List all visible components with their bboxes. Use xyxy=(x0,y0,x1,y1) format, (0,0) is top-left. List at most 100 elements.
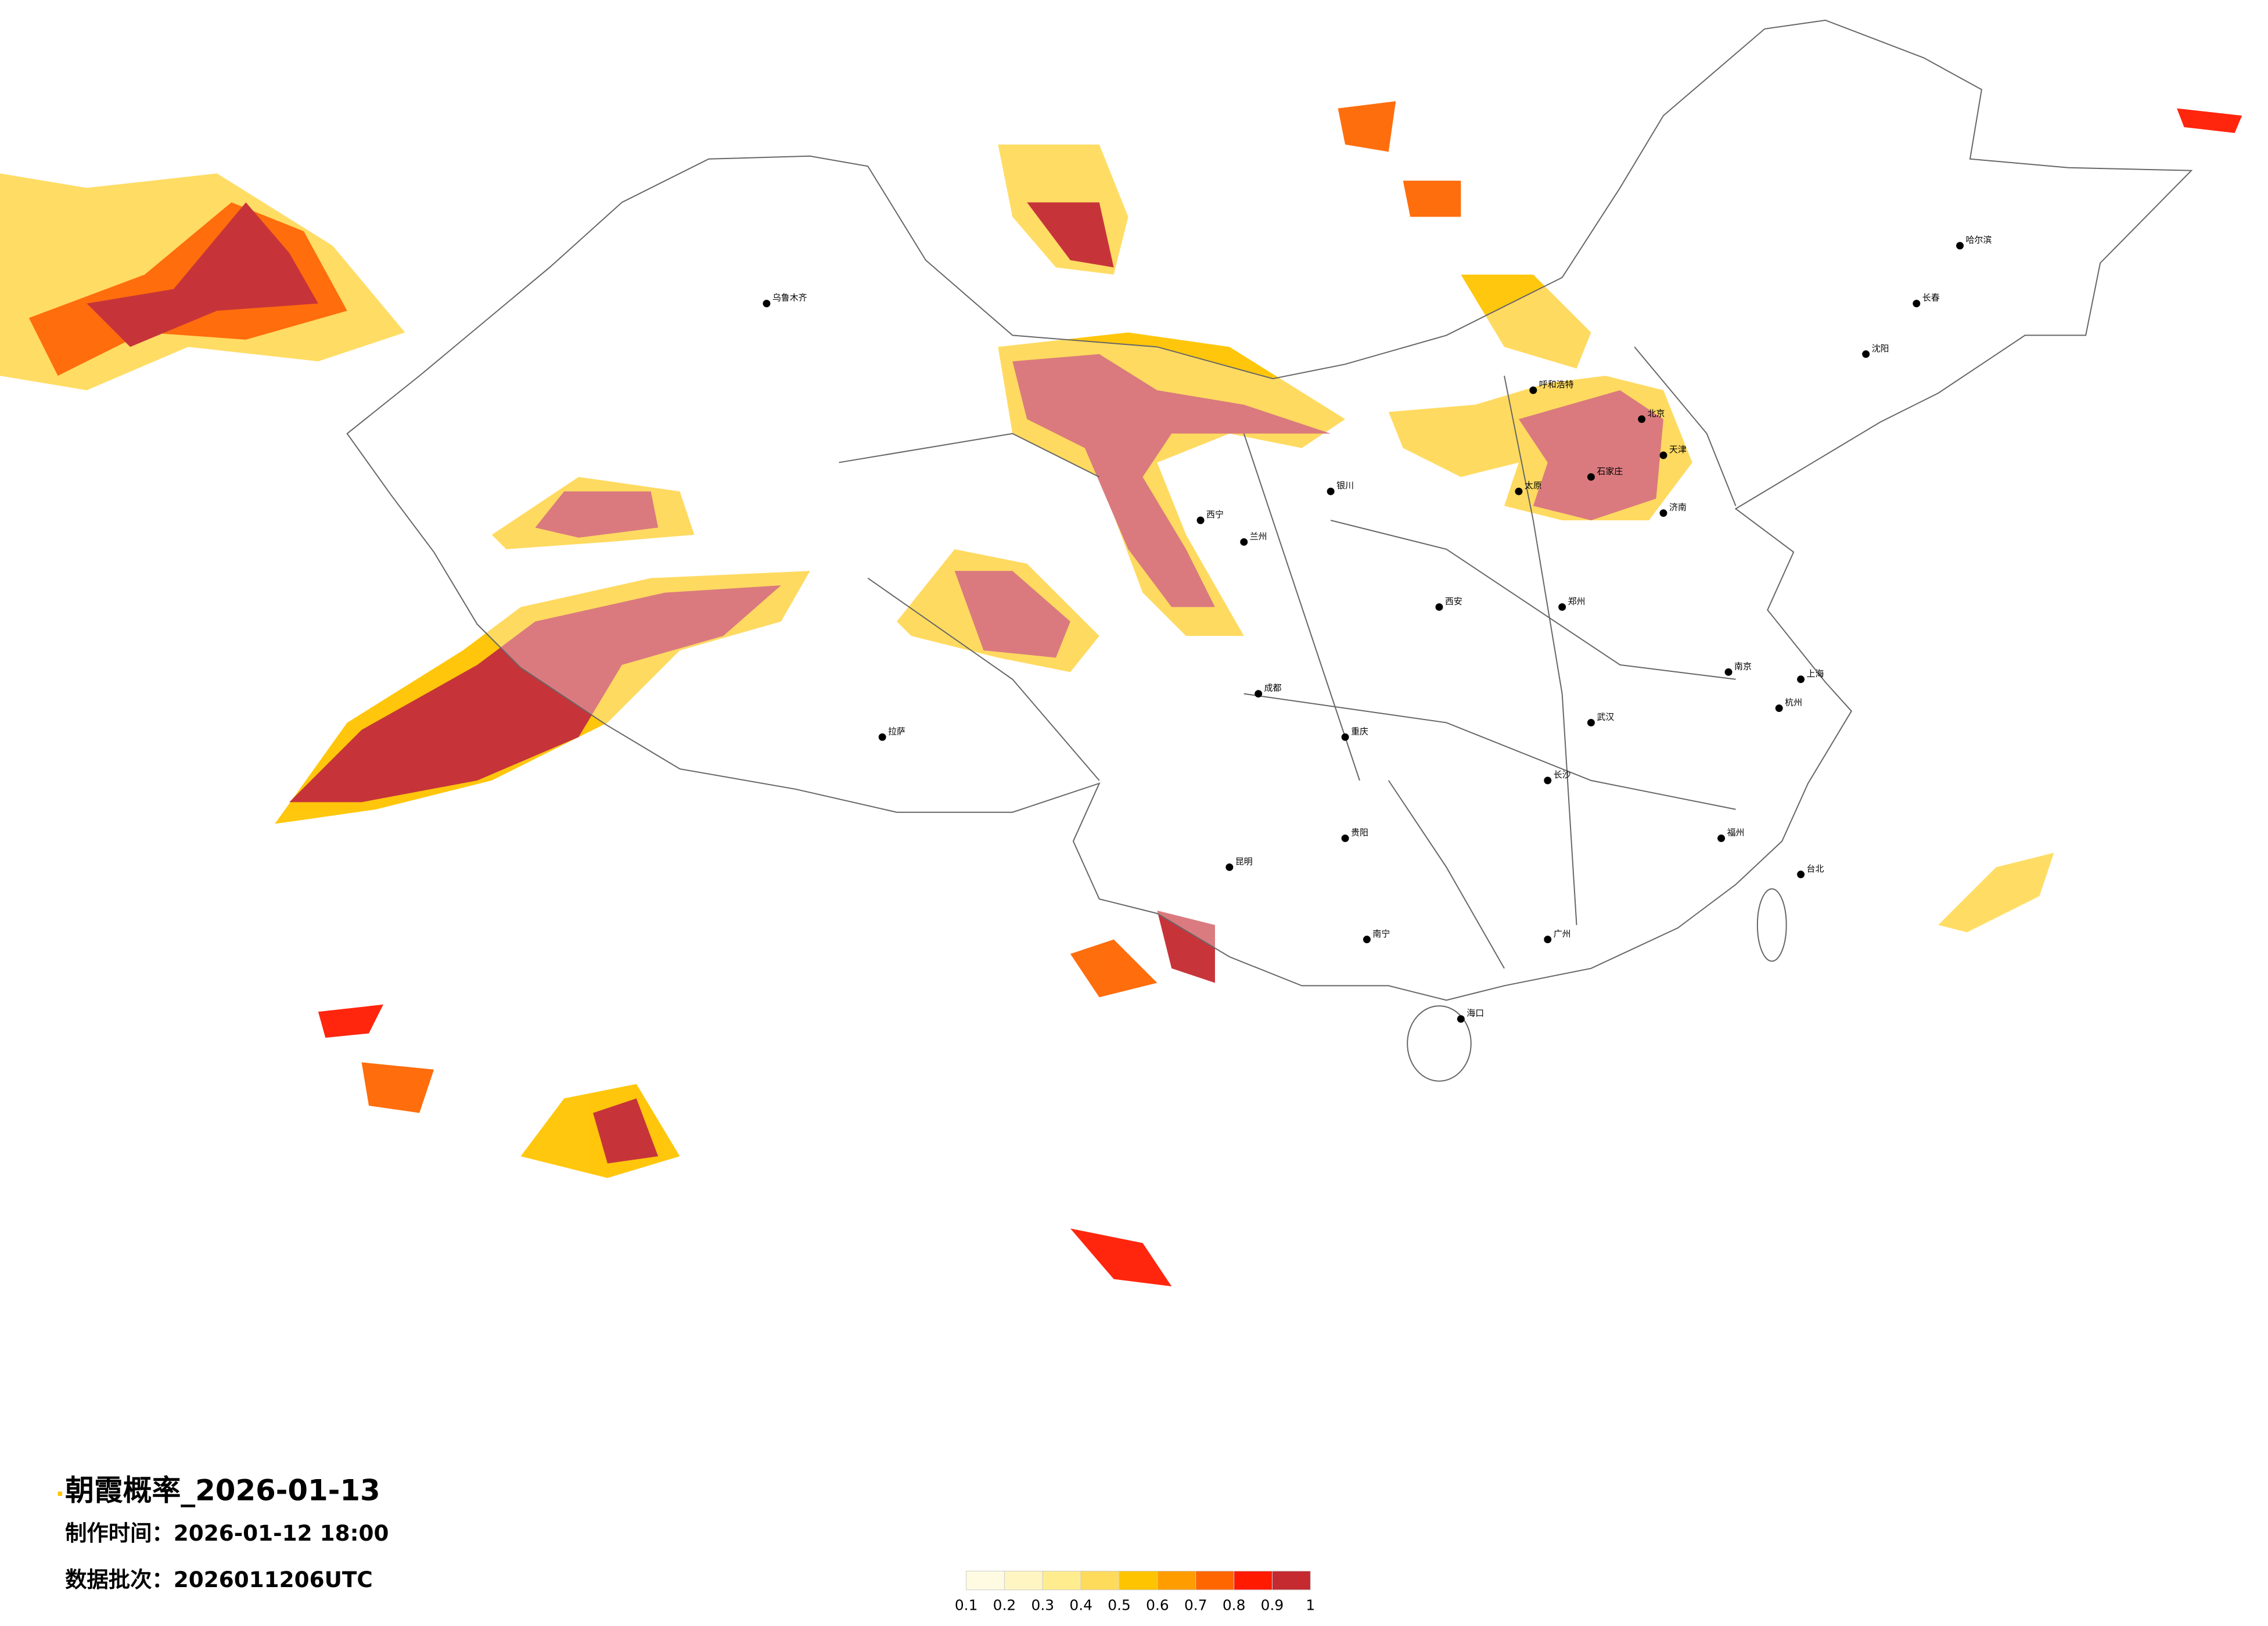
city-label: 昆明 xyxy=(1235,856,1253,866)
city-label: 呼和浩特 xyxy=(1539,379,1574,390)
city-label: 台北 xyxy=(1807,864,1824,874)
city-label: 南宁 xyxy=(1372,929,1390,939)
city-label: 银川 xyxy=(1336,480,1354,491)
title: 朝霞概率_2026-01-13 xyxy=(65,1473,380,1507)
city-label: 兰州 xyxy=(1250,531,1267,541)
prob-area xyxy=(1070,939,1158,998)
legend-tick-label: 0.5 xyxy=(1108,1597,1131,1614)
city-label: 武汉 xyxy=(1597,711,1614,722)
city-label: 乌鲁木齐 xyxy=(772,293,807,303)
city-label: 海口 xyxy=(1467,1008,1484,1019)
city-dot xyxy=(1457,1015,1465,1023)
city-dot xyxy=(1515,487,1523,495)
island-border xyxy=(1756,888,1787,962)
city-label: 北京 xyxy=(1648,408,1665,419)
island-border xyxy=(1407,1005,1472,1082)
city-dot xyxy=(1240,538,1248,546)
city-label: 长沙 xyxy=(1554,769,1571,780)
prob-area xyxy=(1012,354,1331,607)
city-dot xyxy=(1587,473,1595,481)
info-line: 数据批次：2026011206UTC xyxy=(65,1567,373,1592)
prob-area xyxy=(1461,274,1591,369)
legend-tick-label: 0.8 xyxy=(1223,1597,1246,1614)
legend-tick-label: 0.2 xyxy=(993,1597,1016,1614)
city-label: 福州 xyxy=(1727,828,1745,838)
city-dot xyxy=(1363,936,1371,944)
boundaries xyxy=(346,19,2193,1082)
legend-swatch xyxy=(1234,1570,1273,1591)
city-label: 上海 xyxy=(1807,668,1824,679)
prob-area xyxy=(535,491,659,538)
city-dot xyxy=(1724,668,1733,676)
city-label: 重庆 xyxy=(1351,726,1368,736)
dot xyxy=(57,1491,63,1496)
prob-area xyxy=(1518,390,1663,520)
prob-area xyxy=(1070,1228,1172,1287)
legend-tick-label: 0.7 xyxy=(1184,1597,1207,1614)
city-dot xyxy=(1341,834,1349,843)
city-dot xyxy=(1775,704,1783,713)
haze-field xyxy=(0,101,2242,1287)
legend-tick-label: 0.9 xyxy=(1261,1597,1284,1614)
city-dot xyxy=(1255,690,1263,698)
legend-swatch xyxy=(1004,1570,1043,1591)
city-dot xyxy=(1529,386,1537,394)
prob-area xyxy=(318,1004,383,1038)
city-dot xyxy=(1225,863,1234,871)
legend-swatch xyxy=(1080,1570,1120,1591)
prob-area xyxy=(1403,181,1461,217)
city-dot xyxy=(878,733,886,741)
legend-tick-label: 0.3 xyxy=(1031,1597,1055,1614)
city-label: 郑州 xyxy=(1568,596,1586,606)
city-dot xyxy=(1659,509,1667,517)
city-dot xyxy=(1544,776,1552,785)
prob-area xyxy=(87,202,318,347)
city-dot xyxy=(1659,451,1667,459)
city-label: 太原 xyxy=(1525,480,1542,491)
city-label: 西安 xyxy=(1445,596,1462,606)
city-label: 广州 xyxy=(1554,929,1571,939)
city-dot xyxy=(1435,603,1443,611)
prob-area xyxy=(1157,911,1215,983)
city-label: 天津 xyxy=(1669,444,1687,455)
prob-area xyxy=(954,571,1070,658)
city-label: 沈阳 xyxy=(1872,343,1889,354)
prob-area xyxy=(289,585,781,803)
city-dot xyxy=(1341,733,1349,741)
city-label: 哈尔滨 xyxy=(1965,235,1992,245)
prob-area xyxy=(593,1098,659,1164)
legend-tick-label: 0.4 xyxy=(1069,1597,1092,1614)
legend-swatch xyxy=(1271,1570,1311,1591)
prob-area xyxy=(1938,852,2054,933)
city-dot xyxy=(1717,834,1726,843)
city-dot xyxy=(1327,487,1335,495)
city-label: 济南 xyxy=(1669,502,1687,513)
prob-area xyxy=(2177,108,2242,133)
legend-swatch xyxy=(966,1570,1005,1591)
city-label: 西宁 xyxy=(1206,509,1224,520)
city-label: 石家庄 xyxy=(1597,466,1623,476)
city-label: 贵阳 xyxy=(1351,828,1368,838)
city-label: 拉萨 xyxy=(888,726,905,736)
city-dot xyxy=(1544,936,1552,944)
city-label: 成都 xyxy=(1264,683,1282,693)
city-dot xyxy=(1797,675,1805,684)
city-dot xyxy=(1797,870,1805,879)
legend: 0.1 0.2 0.3 0.4 0.5 0.6 0.7 0.8 0.9 1 xyxy=(955,1570,1315,1614)
legend-tick-label: 0.1 xyxy=(955,1597,978,1614)
city-dot xyxy=(1956,242,1964,250)
legend-swatch xyxy=(1119,1570,1158,1591)
city-dot xyxy=(1638,415,1646,423)
province-border xyxy=(839,346,1737,969)
prob-area xyxy=(1338,101,1396,152)
prob-area xyxy=(1027,202,1114,268)
city-dot xyxy=(763,300,771,308)
city-dot xyxy=(1587,718,1595,726)
legend-swatch xyxy=(1042,1570,1081,1591)
legend-tick-label: 0.6 xyxy=(1146,1597,1169,1614)
city-dot xyxy=(1913,300,1921,308)
city-label: 长春 xyxy=(1922,293,1940,303)
